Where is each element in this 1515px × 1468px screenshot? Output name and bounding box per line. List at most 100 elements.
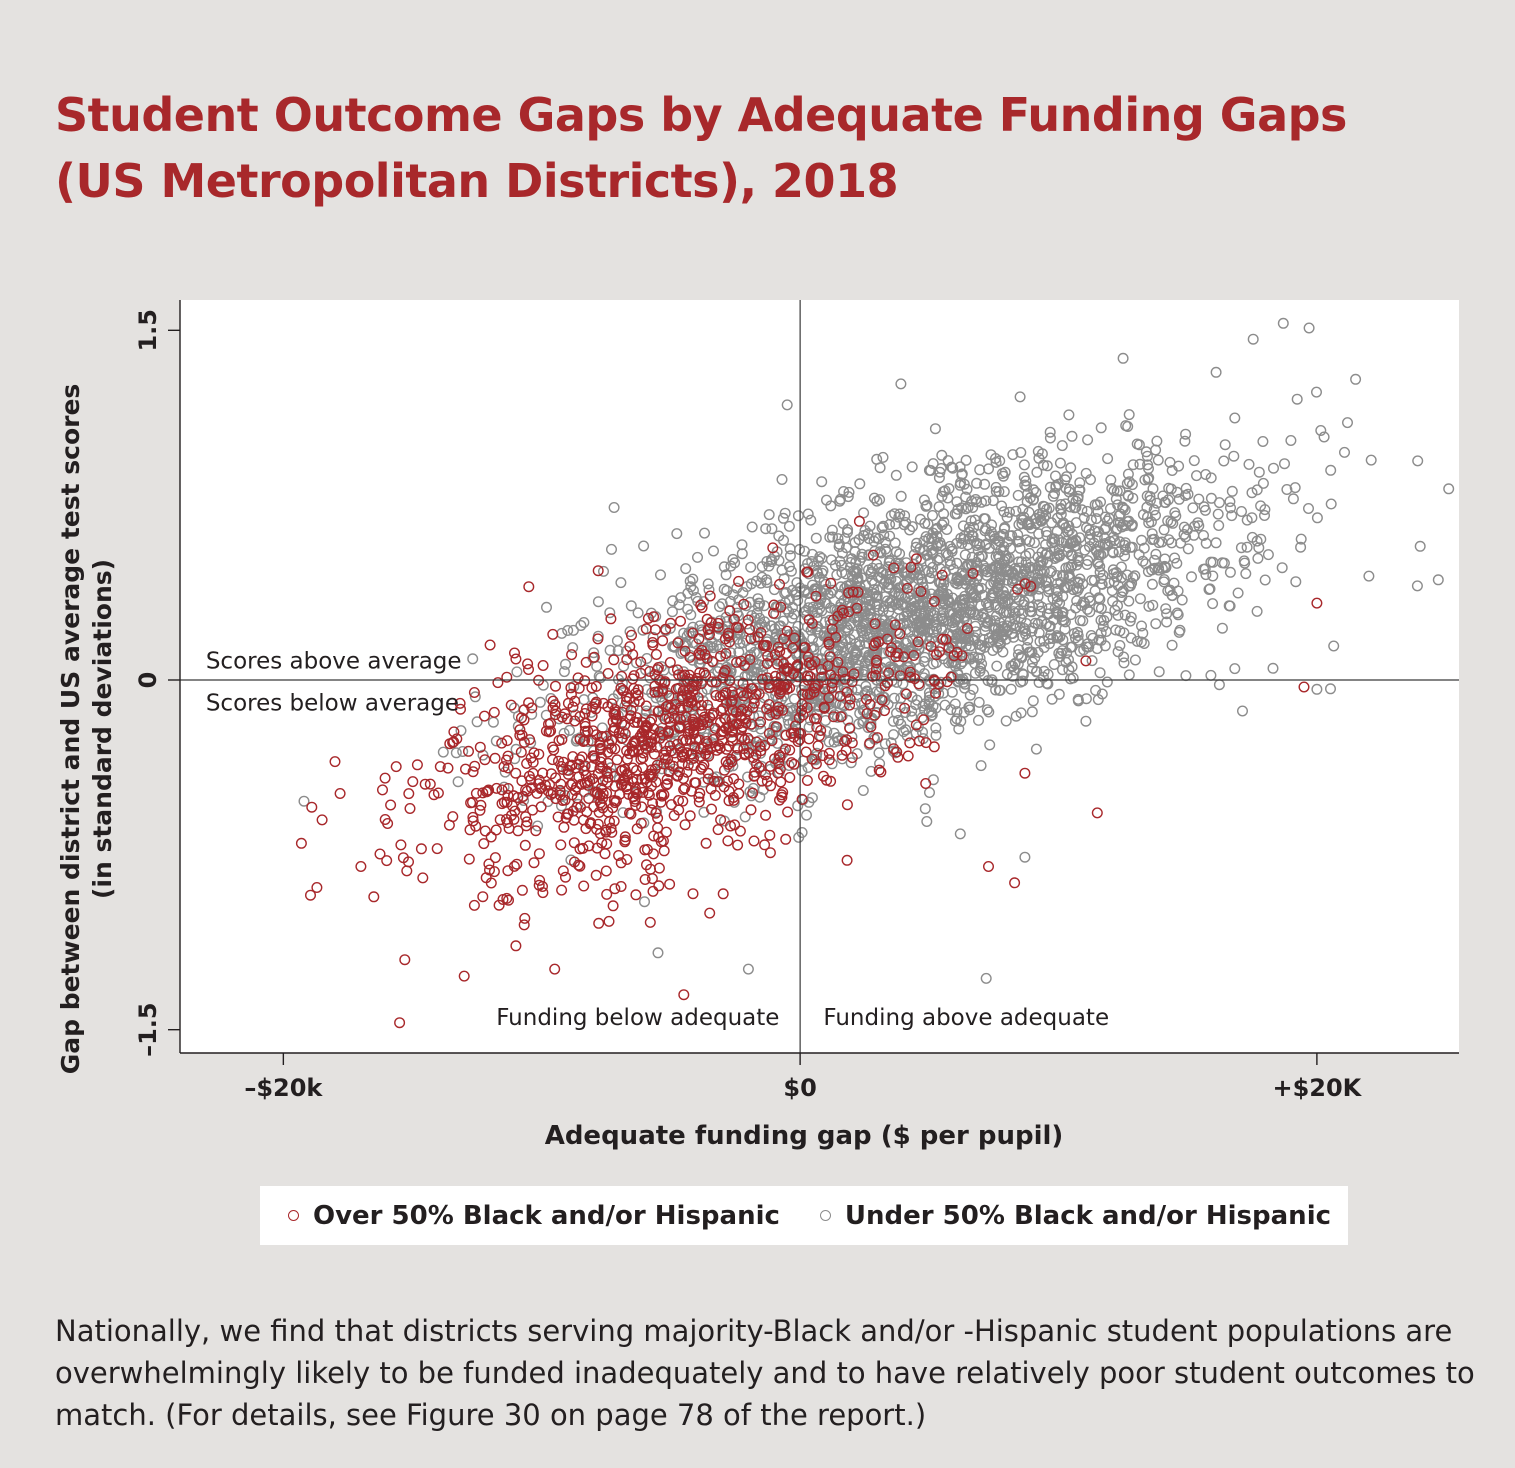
data-point <box>894 701 906 713</box>
data-point <box>508 860 520 872</box>
data-point <box>729 819 741 831</box>
data-point <box>803 614 815 626</box>
data-point <box>1200 537 1212 549</box>
data-point <box>920 778 932 790</box>
data-point <box>693 734 705 746</box>
data-point <box>1032 551 1044 563</box>
data-point <box>710 740 722 752</box>
data-point <box>694 787 706 799</box>
data-point <box>768 607 780 619</box>
data-point <box>871 732 883 744</box>
data-point <box>888 743 900 755</box>
data-point <box>1193 493 1205 505</box>
data-point <box>1051 551 1063 563</box>
data-point <box>998 523 1010 535</box>
data-point <box>479 710 491 722</box>
data-point <box>305 889 317 901</box>
data-point <box>605 613 617 625</box>
data-point <box>954 461 966 473</box>
data-point <box>819 616 831 628</box>
data-point <box>647 631 659 643</box>
data-point <box>967 502 979 514</box>
data-point <box>565 779 577 791</box>
data-point <box>672 637 684 649</box>
data-point <box>976 496 988 508</box>
data-point <box>1080 715 1092 727</box>
data-point <box>767 724 779 736</box>
data-point <box>1129 654 1141 666</box>
data-point <box>974 464 986 476</box>
data-point <box>680 563 692 575</box>
data-point <box>603 915 615 927</box>
data-point <box>725 560 737 572</box>
data-point <box>533 848 545 860</box>
data-point <box>415 843 427 855</box>
data-point <box>768 599 780 611</box>
data-point <box>592 633 604 645</box>
data-point <box>714 601 726 613</box>
data-point <box>983 706 995 718</box>
data-point <box>806 753 818 765</box>
data-point <box>853 718 865 730</box>
data-point <box>964 689 976 701</box>
data-point <box>820 578 832 590</box>
data-point <box>374 848 386 860</box>
data-point <box>990 630 1002 642</box>
data-point <box>639 844 651 856</box>
data-point <box>968 535 980 547</box>
data-point <box>1176 594 1188 606</box>
data-point <box>682 603 694 615</box>
data-point <box>846 584 858 596</box>
data-point <box>583 840 595 852</box>
data-point <box>984 529 996 541</box>
data-point <box>835 711 847 723</box>
data-point <box>764 847 776 859</box>
data-point <box>533 879 545 891</box>
data-point <box>545 725 557 737</box>
data-point <box>1200 569 1212 581</box>
data-point <box>964 608 976 620</box>
data-point <box>1188 455 1200 467</box>
data-point <box>1151 435 1163 447</box>
data-point <box>861 708 873 720</box>
data-point <box>665 702 677 714</box>
chart-title-line1: Student Outcome Gaps by Adequate Funding… <box>55 88 1347 142</box>
data-point <box>702 578 714 590</box>
data-point <box>1097 620 1109 632</box>
data-point <box>1121 569 1133 581</box>
data-point <box>961 623 973 635</box>
data-point <box>571 801 583 813</box>
data-point <box>695 751 707 763</box>
data-point <box>596 731 608 743</box>
data-point <box>547 741 559 753</box>
data-point <box>839 635 851 647</box>
data-point <box>1311 512 1323 524</box>
data-point <box>1116 591 1128 603</box>
data-point <box>696 602 708 614</box>
data-point <box>1047 633 1059 645</box>
data-point <box>782 806 794 818</box>
data-point <box>742 963 754 975</box>
data-point <box>608 708 620 720</box>
data-point <box>1005 683 1017 695</box>
data-point <box>806 617 818 629</box>
data-point <box>1101 611 1113 623</box>
data-point <box>615 682 627 694</box>
data-point <box>560 812 572 824</box>
data-point <box>853 515 865 527</box>
data-point <box>777 512 789 524</box>
data-point <box>568 814 580 826</box>
data-point <box>1024 605 1036 617</box>
data-point <box>824 531 836 543</box>
data-point <box>502 789 514 801</box>
data-point <box>556 800 568 812</box>
data-point <box>852 572 864 584</box>
data-point <box>1006 530 1018 542</box>
data-point <box>577 842 589 854</box>
data-point <box>887 715 899 727</box>
data-point <box>754 619 766 631</box>
data-point <box>575 801 587 813</box>
data-point <box>1064 579 1076 591</box>
data-point <box>894 508 906 520</box>
data-point <box>816 552 828 564</box>
